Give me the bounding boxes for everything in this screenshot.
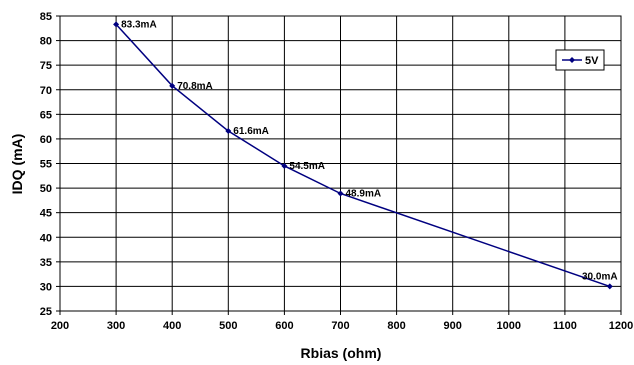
- y-tick-label: 40: [40, 232, 52, 244]
- x-axis-title: Rbias (ohm): [301, 345, 382, 361]
- data-label: 61.6mA: [233, 126, 269, 137]
- y-tick-label: 50: [40, 183, 52, 195]
- x-tick-label: 400: [163, 320, 181, 332]
- data-label: 83.3mA: [121, 19, 157, 30]
- legend-label: 5V: [585, 55, 599, 67]
- data-point: [337, 190, 344, 197]
- y-tick-label: 55: [40, 159, 52, 171]
- data-point: [169, 82, 176, 89]
- x-tick-label: 1000: [497, 320, 521, 332]
- y-tick-label: 60: [40, 134, 52, 146]
- x-tick-label: 300: [107, 320, 125, 332]
- data-label: 30.0mA: [582, 271, 618, 282]
- series-line: [115, 23, 611, 288]
- x-tick-label: 600: [275, 320, 293, 332]
- x-tick-label: 1200: [609, 320, 633, 332]
- y-tick-label: 75: [40, 60, 52, 72]
- data-labels: 83.3mA 70.8mA 61.6mA 54.5mA 48.9mA 30.0mA: [121, 19, 617, 282]
- y-tick-label: 25: [40, 306, 52, 318]
- data-point: [225, 128, 232, 135]
- y-tick-label: 45: [40, 208, 52, 220]
- y-axis-title: IDQ (mA): [9, 134, 25, 195]
- x-tick-label: 900: [444, 320, 462, 332]
- x-tick-label: 500: [219, 320, 237, 332]
- x-tick-label: 200: [51, 320, 69, 332]
- legend-marker: [569, 57, 575, 63]
- axes: 25 30 35 40 45 50 55 60 65 70 75 80 85 200 300 400 500 60…: [40, 11, 633, 332]
- x-tick-label: 800: [387, 320, 405, 332]
- data-point: [281, 162, 288, 169]
- data-point: [606, 283, 613, 290]
- y-tick-label: 30: [40, 281, 52, 293]
- legend: 5V: [555, 49, 605, 71]
- x-tick-label: 1100: [553, 320, 577, 332]
- x-tick-label: 700: [331, 320, 349, 332]
- series-layer: [113, 21, 613, 290]
- data-label: 54.5mA: [289, 161, 325, 172]
- data-label: 48.9mA: [346, 188, 382, 199]
- y-tick-label: 65: [40, 109, 52, 121]
- data-label: 70.8mA: [177, 81, 213, 92]
- y-tick-label: 35: [40, 257, 52, 269]
- grid: [59, 15, 622, 312]
- data-point: [113, 21, 120, 28]
- y-tick-label: 70: [40, 85, 52, 97]
- y-tick-label: 85: [40, 11, 52, 23]
- y-tick-label: 80: [40, 36, 52, 48]
